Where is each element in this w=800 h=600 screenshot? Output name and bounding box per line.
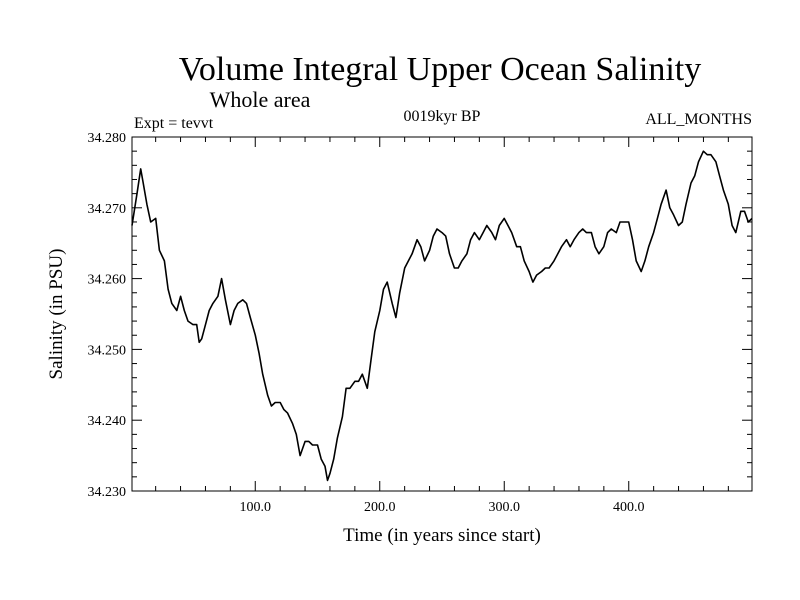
months-label: ALL_MONTHS	[645, 111, 752, 128]
period-label: 0019kyr BP	[404, 108, 481, 125]
y-axis: 34.230 34.240 34.250 34.260 34.270 34.280	[88, 131, 752, 500]
y-axis-label: Salinity (in PSU)	[46, 249, 67, 380]
x-tick-label: 100.0	[240, 500, 272, 515]
plot-frame	[131, 136, 753, 492]
x-axis: 100.0 200.0 300.0 400.0	[155, 137, 729, 515]
x-tick-label: 200.0	[364, 500, 396, 515]
y-tick-label: 34.270	[88, 202, 127, 217]
chart-subtitle: Whole area	[210, 87, 311, 112]
salinity-series-line	[131, 150, 753, 482]
series-layer	[131, 150, 753, 482]
y-tick-label: 34.260	[88, 273, 127, 288]
y-tick-label: 34.240	[88, 414, 127, 429]
y-tick-label: 34.250	[88, 343, 127, 358]
experiment-label: Expt = tevvt	[134, 115, 214, 132]
x-tick-label: 300.0	[488, 500, 520, 515]
x-tick-label: 400.0	[613, 500, 645, 515]
x-axis-label: Time (in years since start)	[343, 525, 541, 546]
y-tick-label: 34.230	[88, 485, 127, 500]
y-tick-label: 34.280	[88, 131, 127, 146]
chart-title: Volume Integral Upper Ocean Salinity	[179, 51, 701, 88]
